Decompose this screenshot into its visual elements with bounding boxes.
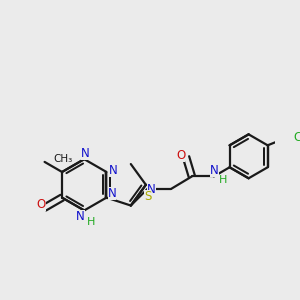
Text: N: N (76, 210, 85, 223)
Text: Cl: Cl (293, 130, 300, 144)
Text: H: H (86, 217, 95, 227)
Text: O: O (176, 149, 185, 162)
Text: S: S (144, 190, 151, 202)
Text: N: N (81, 147, 89, 160)
Text: CH₃: CH₃ (54, 154, 73, 164)
Text: H: H (219, 175, 227, 185)
Text: O: O (36, 198, 46, 212)
Text: N: N (147, 183, 156, 196)
Text: N: N (107, 187, 116, 200)
Text: N: N (109, 164, 117, 177)
Text: N: N (210, 164, 219, 176)
